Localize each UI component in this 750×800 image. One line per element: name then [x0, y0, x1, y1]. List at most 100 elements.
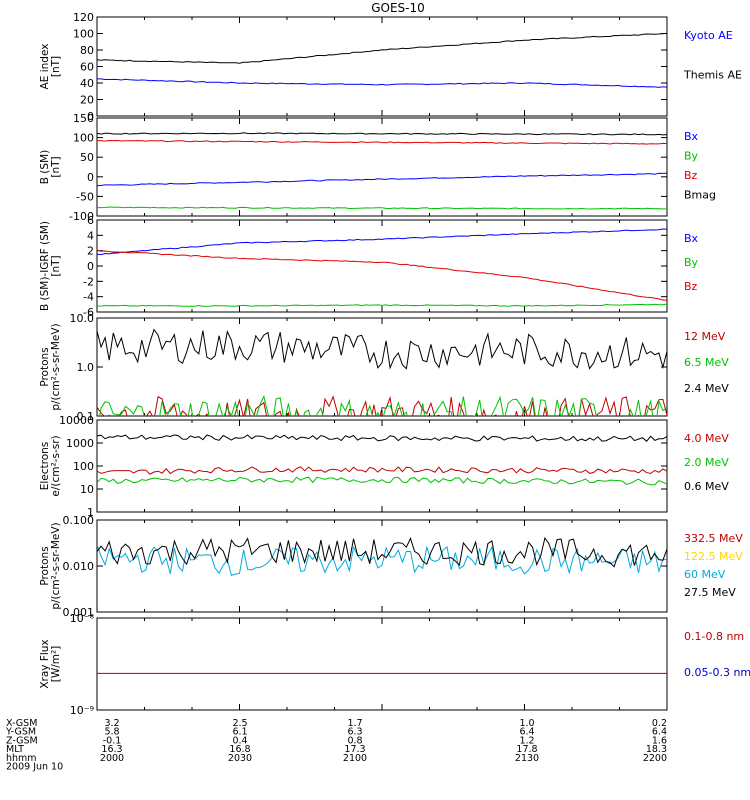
footer-value: 6.4 — [519, 727, 534, 738]
y-axis-label: Protons — [39, 347, 51, 386]
panel-3: -6 -4 -2 0 2 4 6 B (SM)-IGRF (SM) [nT] Bx By Bz — [39, 214, 699, 319]
y-axis-label: B (SM)-IGRF (SM) — [39, 221, 51, 311]
y-tick-label: 20 — [80, 94, 94, 107]
y-axis-label: Xray Flux — [39, 639, 51, 688]
panel-curves — [97, 132, 667, 210]
footer-value: 16.8 — [229, 744, 250, 755]
footer-date: 2009 Jun 10 — [6, 762, 63, 773]
series-6-5-mev — [99, 395, 667, 416]
footer-value: 0.4 — [232, 735, 247, 746]
y-axis-label: p/(cm²-s-sr-MeV) — [50, 522, 62, 609]
y-tick-label: 40 — [80, 77, 94, 90]
y-tick-label: 10.0 — [70, 312, 95, 325]
y-tick-label: 0.010 — [63, 560, 95, 573]
y-tick-label: -6 — [83, 306, 94, 319]
y-tick-label: 2 — [87, 245, 94, 258]
footer-value: 16.3 — [101, 744, 122, 755]
legend-entry: 2.4 MeV — [684, 382, 729, 395]
y-tick-label: -50 — [76, 190, 94, 203]
panel-frame — [96, 219, 668, 313]
y-tick-label: 0 — [87, 171, 94, 184]
panel-1: 0 20 40 60 80 100 120 AE index [nT] Kyoto AE Themi… — [39, 11, 742, 123]
series-by — [97, 303, 667, 307]
footer-value: 0.2 — [652, 718, 667, 729]
legend-entry: 60 MeV — [684, 568, 726, 581]
footer-row-label: Y-GSM — [5, 727, 36, 738]
legend-entry: 0.05-0.3 nm — [684, 666, 750, 679]
y-tick-label: 0.001 — [63, 606, 95, 619]
footer-value: 1.2 — [519, 735, 534, 746]
panel-7: 10⁻⁹ 10⁻⁸ Xray Flux [W/m²] 0.1-0.8 nm 0.05-0.… — [39, 612, 750, 717]
legend-entry: Bz — [684, 169, 698, 182]
panel-frame — [96, 519, 668, 613]
y-tick-label: 1.0 — [77, 361, 95, 374]
footer-value: 17.8 — [516, 744, 537, 755]
y-tick-label: 0 — [87, 110, 94, 123]
footer-value: 2130 — [515, 753, 539, 764]
series-bx — [97, 228, 667, 256]
legend-entry: Themis AE — [683, 69, 742, 82]
y-tick-label: 60 — [80, 61, 94, 74]
y-axis-label: p/(cm²-s-sr-MeV) — [50, 323, 62, 410]
footer-value: 6.3 — [347, 727, 362, 738]
series-bz — [97, 139, 667, 145]
series-themis-ae — [97, 32, 667, 64]
y-axis-label: [nT] — [50, 56, 62, 77]
footer-value: 2.5 — [232, 718, 247, 729]
footer-row-label: MLT — [6, 744, 24, 755]
y-tick-label: 10⁻⁸ — [70, 612, 95, 625]
footer-value: 0.8 — [347, 735, 362, 746]
y-tick-label: 1 — [87, 506, 94, 519]
panel-frame — [96, 617, 668, 711]
y-tick-label: 10000 — [59, 414, 94, 427]
y-tick-label: 1000 — [66, 437, 94, 450]
series-27-5-mev — [97, 536, 667, 568]
y-axis-label: AE index — [39, 44, 51, 90]
panel-curves — [97, 32, 667, 88]
footer-value: 1.0 — [519, 718, 534, 729]
legend-entry: Bx — [684, 232, 699, 245]
panel-4: 0.1 1.0 10.0 Protons p/(cm²-s-sr-MeV) 12 MeV 6… — [39, 312, 729, 423]
series-bz — [97, 249, 667, 301]
plot-title: GOES-10 — [371, 1, 425, 15]
legend-entry: 0.6 MeV — [684, 480, 729, 493]
footer-value: 2030 — [228, 753, 252, 764]
series-2-0-mev — [97, 476, 667, 486]
panel-curves — [97, 228, 667, 307]
y-tick-label: 10 — [80, 483, 94, 496]
panel-curves — [97, 536, 667, 577]
panel-2: -100 -50 0 50 100 150 B (SM) [nT] Bx By Bz Bmag — [39, 112, 716, 223]
footer-value: 18.3 — [646, 744, 667, 755]
footer-value: 2000 — [100, 753, 124, 764]
y-axis-label: [nT] — [50, 255, 62, 276]
series-kyoto-ae — [97, 78, 667, 88]
legend-entry: 12 MeV — [684, 330, 726, 343]
panel-curves — [97, 434, 667, 486]
y-tick-label: 10⁻⁹ — [70, 704, 94, 717]
y-tick-label: 120 — [73, 11, 94, 24]
legend-entry: 4.0 MeV — [684, 432, 729, 445]
legend-entry: Kyoto AE — [684, 29, 733, 42]
series-0-6-mev — [97, 434, 667, 443]
legend-entry: 122.5 MeV — [684, 550, 743, 563]
footer-value: 2100 — [343, 753, 367, 764]
legend-entry: 27.5 MeV — [684, 586, 736, 599]
legend-entry: By — [684, 256, 699, 269]
panel-frame — [96, 419, 668, 513]
panel-6: 0.001 0.010 0.100 Protons p/(cm²-s-sr-MeV) 33… — [39, 514, 743, 619]
series-bx — [97, 172, 667, 187]
footer-value: -0.1 — [103, 735, 122, 746]
y-axis-label: [nT] — [50, 156, 62, 177]
y-tick-label: 0.100 — [63, 514, 95, 527]
y-tick-label: 100 — [73, 460, 94, 473]
series-2-4-mev — [97, 328, 667, 370]
footer-value: 1.6 — [652, 735, 667, 746]
series-60-mev — [97, 544, 667, 577]
footer-value: 3.2 — [104, 718, 119, 729]
y-tick-label: 4 — [87, 229, 94, 242]
legend-entry: 2.0 MeV — [684, 456, 729, 469]
y-axis-label: Protons — [39, 546, 51, 585]
footer-value: 6.1 — [232, 727, 247, 738]
